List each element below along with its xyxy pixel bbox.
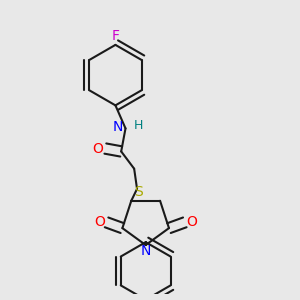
Text: O: O	[93, 142, 104, 156]
Text: O: O	[94, 215, 105, 230]
Text: N: N	[112, 120, 123, 134]
Text: H: H	[134, 119, 143, 132]
Text: N: N	[140, 244, 151, 258]
Text: F: F	[111, 29, 119, 43]
Text: O: O	[187, 215, 197, 230]
Text: S: S	[134, 185, 143, 199]
